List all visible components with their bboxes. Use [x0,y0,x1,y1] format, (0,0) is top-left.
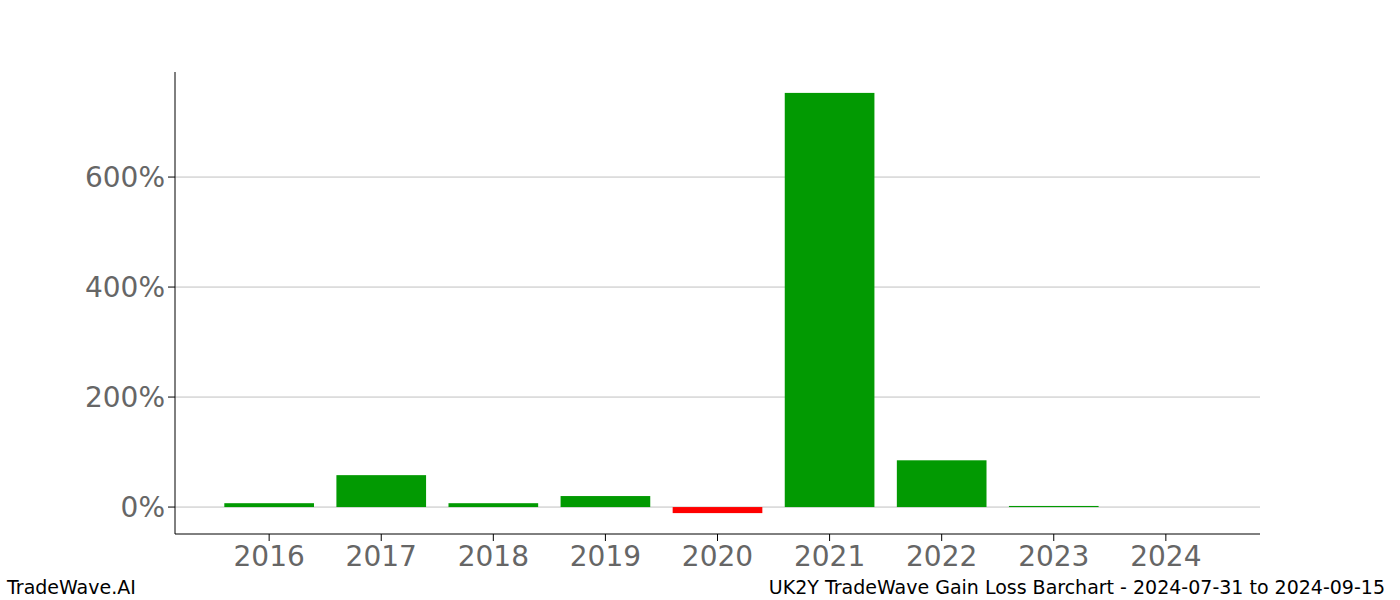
y-tick [168,397,175,398]
grid-line [175,397,1260,398]
x-axis [175,534,1260,535]
bar [336,475,426,507]
x-tick-label: 2017 [346,540,417,573]
y-tick-label: 0% [121,491,165,524]
annotation: TradeWave.AI [6,576,136,598]
bar [785,93,875,507]
x-tick-label: 2022 [906,540,977,573]
chart: 0% 200% 400% 600% 2016 2017 2018 2019 2020 2021 20… [0,0,1400,600]
bar [561,496,651,507]
grid-line [175,177,1260,178]
y-tick-label: 400% [85,271,165,304]
bar [448,503,538,507]
bar [1009,506,1099,507]
y-axis [175,72,176,534]
x-tick-label: 2019 [570,540,641,573]
x-tick-label: 2020 [682,540,753,573]
bar [897,460,987,507]
x-tick-label: 2018 [458,540,529,573]
x-tick-label: 2023 [1018,540,1089,573]
bar [673,507,763,513]
y-tick [168,177,175,178]
y-tick [168,287,175,288]
title: UK2Y TradeWave Gain Loss Barchart - 2024… [769,576,1385,598]
y-tick-label: 200% [85,381,165,414]
bar [224,503,314,507]
grid-line [175,287,1260,288]
bars [224,93,1098,513]
y-tick [168,507,175,508]
x-tick-label: 2024 [1130,540,1201,573]
x-tick-label: 2016 [234,540,305,573]
y-tick-label: 600% [85,161,165,194]
x-tick-label: 2021 [794,540,865,573]
bar [1121,507,1211,508]
